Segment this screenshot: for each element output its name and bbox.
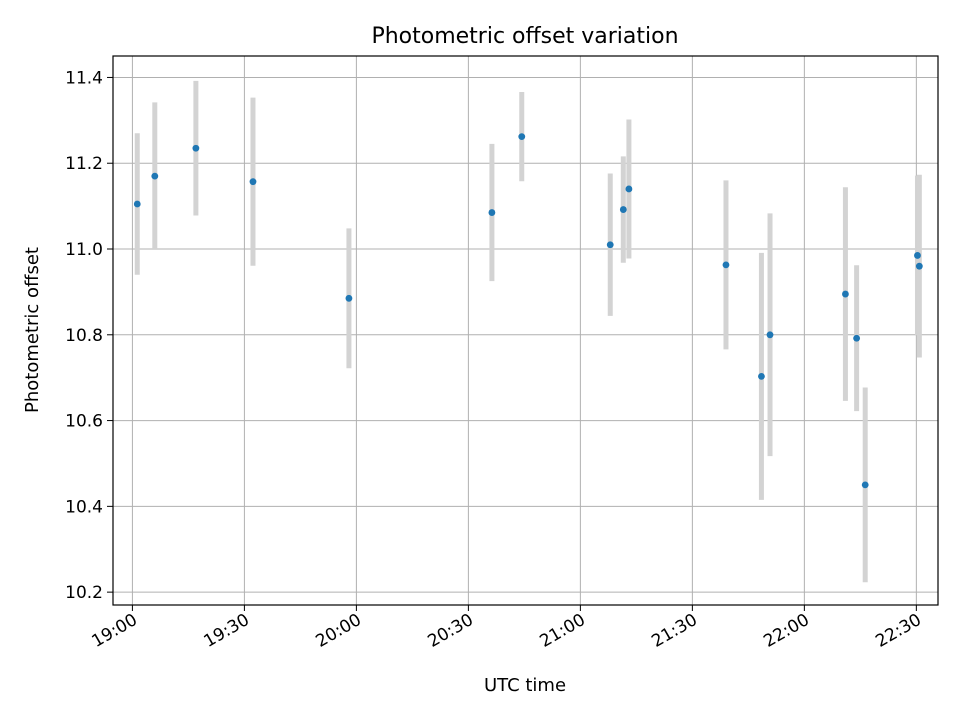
data-points: [133, 133, 923, 489]
data-point: [842, 290, 849, 298]
y-tick-label: 10.8: [65, 326, 103, 346]
data-point: [758, 372, 765, 380]
grid: [113, 56, 938, 605]
data-point: [625, 185, 633, 193]
x-tick-label: 21:00: [536, 610, 588, 652]
data-point: [853, 334, 861, 342]
y-axis: 10.2 10.4 10.6 10.8 11.0 11.2 11.4: [65, 68, 113, 603]
x-tick-label: 22:30: [872, 610, 924, 652]
y-axis-title: Photometric offset: [22, 247, 43, 413]
x-tick-label: 21:30: [648, 610, 700, 652]
y-tick-label: 10.2: [65, 583, 103, 603]
data-point: [722, 261, 730, 269]
data-point: [151, 172, 159, 180]
data-point: [192, 144, 200, 152]
data-point: [861, 481, 869, 489]
y-tick-label: 11.2: [65, 154, 103, 174]
data-point: [133, 200, 141, 208]
data-point: [249, 178, 257, 186]
y-tick-label: 10.6: [65, 412, 103, 432]
x-tick-label: 22:00: [760, 610, 812, 652]
x-tick-label: 20:00: [312, 610, 364, 652]
data-point: [345, 294, 353, 302]
data-point: [606, 241, 614, 249]
data-point: [518, 133, 526, 141]
y-tick-label: 10.4: [65, 497, 103, 517]
y-tick-label: 11.0: [65, 240, 103, 260]
x-axis-title: UTC time: [484, 675, 566, 696]
data-point: [915, 262, 923, 270]
chart-title: Photometric offset variation: [371, 24, 678, 49]
error-bars: [134, 80, 922, 583]
data-point: [914, 252, 921, 259]
x-axis: 19:00 19:30 20:00 20:30 21:00 21:30 22:00 22:30: [88, 605, 925, 652]
x-tick-label: 19:00: [88, 610, 140, 652]
data-point: [488, 209, 496, 216]
plot-frame: [112, 55, 939, 606]
data-point: [766, 331, 774, 339]
data-point: [619, 206, 627, 213]
y-tick-label: 11.4: [65, 68, 103, 88]
x-tick-label: 20:30: [424, 610, 476, 652]
x-tick-label: 19:30: [200, 610, 252, 652]
